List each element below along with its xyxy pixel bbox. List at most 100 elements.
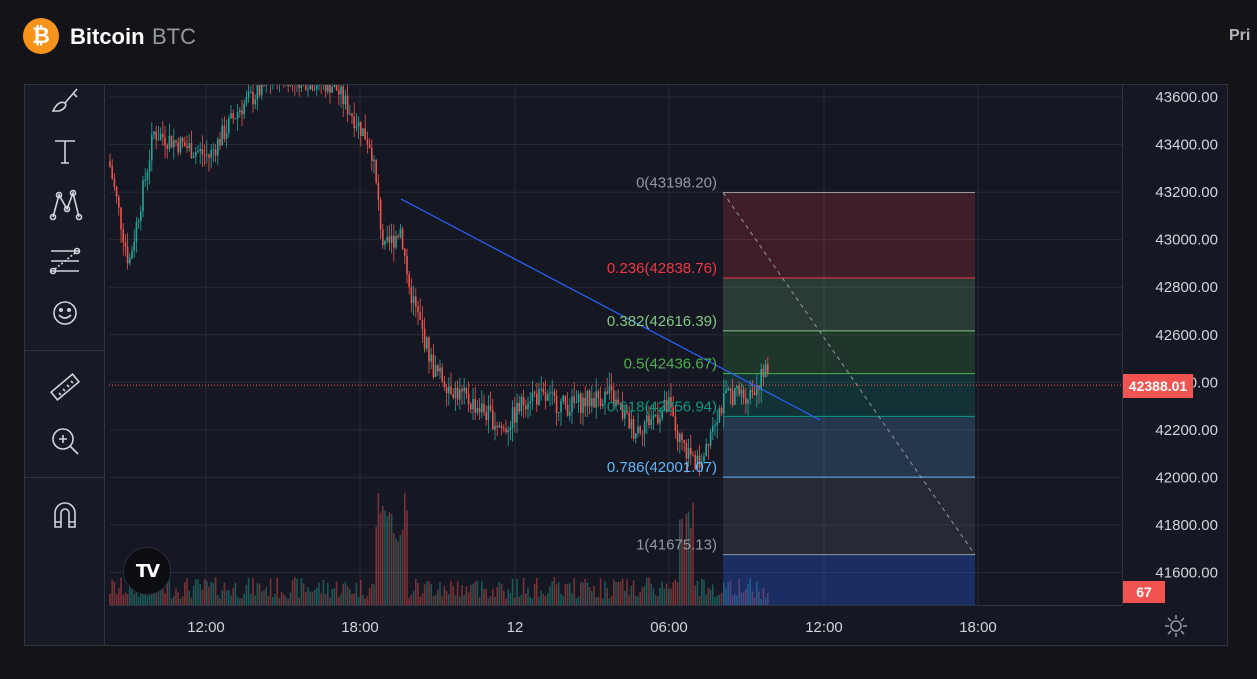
volume-bar (659, 588, 661, 605)
emoji-tool[interactable] (45, 293, 85, 333)
volume-bar (269, 578, 272, 605)
volume-bar (417, 583, 419, 605)
candle-body (404, 248, 406, 256)
candle-body (615, 399, 617, 407)
candle-body (305, 85, 307, 90)
volume-bar (195, 579, 197, 605)
volume-bar (157, 591, 160, 605)
chart-widget: 0(43198.20) 0.236(42838.76) 0.382(42616.39… (24, 84, 1228, 646)
volume-bar (375, 526, 377, 605)
magnet-tool[interactable] (45, 495, 85, 535)
candle-body (144, 179, 146, 181)
text-tool[interactable] (45, 131, 85, 171)
fib-zone (723, 373, 975, 417)
volume-bar (742, 592, 745, 605)
price-tab[interactable]: Pri (1229, 27, 1251, 44)
pattern-tool[interactable] (45, 185, 85, 225)
time-tick-label: 06:00 (650, 619, 688, 636)
volume-bar (179, 598, 182, 605)
fib-levels[interactable] (722, 192, 976, 556)
fib-labels: 0(43198.20) 0.236(42838.76) 0.382(42616.39… (607, 175, 717, 554)
volume-bar (610, 595, 613, 605)
fib-trend-line[interactable] (722, 192, 976, 555)
time-tick-label: 18:00 (341, 619, 379, 636)
volume-bar (448, 594, 450, 605)
candle-body (659, 418, 661, 424)
volume-bar (173, 595, 175, 605)
candle-body (243, 103, 245, 115)
candle-body (597, 391, 600, 399)
candle-body (371, 147, 373, 162)
fib-tool[interactable] (45, 241, 85, 281)
candle-body (408, 274, 410, 288)
volume-bar (613, 579, 615, 605)
candle-body (767, 364, 769, 374)
candle-body (531, 392, 534, 402)
candle-body (146, 172, 149, 180)
candle-body (483, 403, 485, 413)
candle-body (707, 444, 710, 446)
brush-tool[interactable] (45, 85, 85, 119)
candle-body (676, 430, 679, 443)
volume-bar (621, 578, 624, 605)
volume-bar (756, 581, 758, 605)
volume-bar (569, 583, 571, 605)
tradingview-logo[interactable]: TV (123, 547, 171, 595)
trend-line[interactable] (400, 198, 821, 421)
volume-bar (637, 596, 639, 605)
volume-bar (210, 581, 212, 605)
volume-bar (454, 595, 457, 605)
candle-body (560, 400, 562, 413)
candle-body (511, 407, 514, 428)
settings-icon[interactable] (1163, 613, 1189, 639)
candle-body (527, 403, 529, 410)
volume-bar (582, 582, 584, 605)
volume-bar (223, 582, 226, 605)
volume-bar (731, 595, 734, 605)
candle-body (360, 121, 362, 137)
candle-body (232, 113, 234, 119)
candle-body (120, 207, 122, 230)
candle-body (670, 397, 672, 408)
volume-bar (663, 588, 666, 605)
volume-bar (318, 582, 320, 605)
candle-body (674, 416, 677, 431)
price-chart[interactable]: 0(43198.20) 0.236(42838.76) 0.382(42616.39… (109, 85, 1122, 605)
volume-bar (421, 593, 424, 605)
candle-body (683, 440, 685, 443)
volume-bar (201, 589, 204, 605)
trend-lines[interactable] (400, 198, 821, 421)
zoom-tool[interactable] (45, 421, 85, 461)
volume-bar (135, 584, 138, 605)
volume-bar (571, 593, 573, 605)
candle-body (157, 139, 160, 141)
volume-bar (373, 584, 375, 605)
volume-bar (346, 586, 349, 605)
volume-bar (129, 581, 131, 605)
price-tick-label: 43400.00 (1155, 137, 1218, 154)
price-axis[interactable]: 43600.00 43400.00 43200.00 43000.00 42800.00… (1122, 85, 1228, 605)
ruler-tool[interactable] (45, 367, 85, 407)
candle-body (373, 159, 375, 162)
volume-bar (181, 596, 184, 605)
candle-body (173, 140, 175, 148)
candle-body (599, 398, 602, 407)
candle-body (632, 419, 635, 439)
volume-bar (434, 594, 437, 605)
volume-bar (604, 581, 606, 605)
candle-body (342, 86, 344, 105)
candle-body (386, 236, 388, 241)
volume-bar (393, 533, 395, 605)
volume-bar (762, 587, 765, 605)
volume-bar (657, 596, 659, 605)
volume-bar (382, 506, 384, 605)
time-axis[interactable]: 12:00 18:00 12 06:00 12:00 18:00 (109, 605, 1123, 646)
candle-body (313, 89, 316, 91)
time-tick-label: 18:00 (959, 619, 997, 636)
toolbar-divider (25, 477, 104, 478)
candle-body (287, 85, 289, 86)
volume-bar (287, 598, 289, 605)
volume-bar (120, 577, 122, 605)
volume-bar (476, 580, 479, 605)
candle-body (621, 404, 624, 419)
